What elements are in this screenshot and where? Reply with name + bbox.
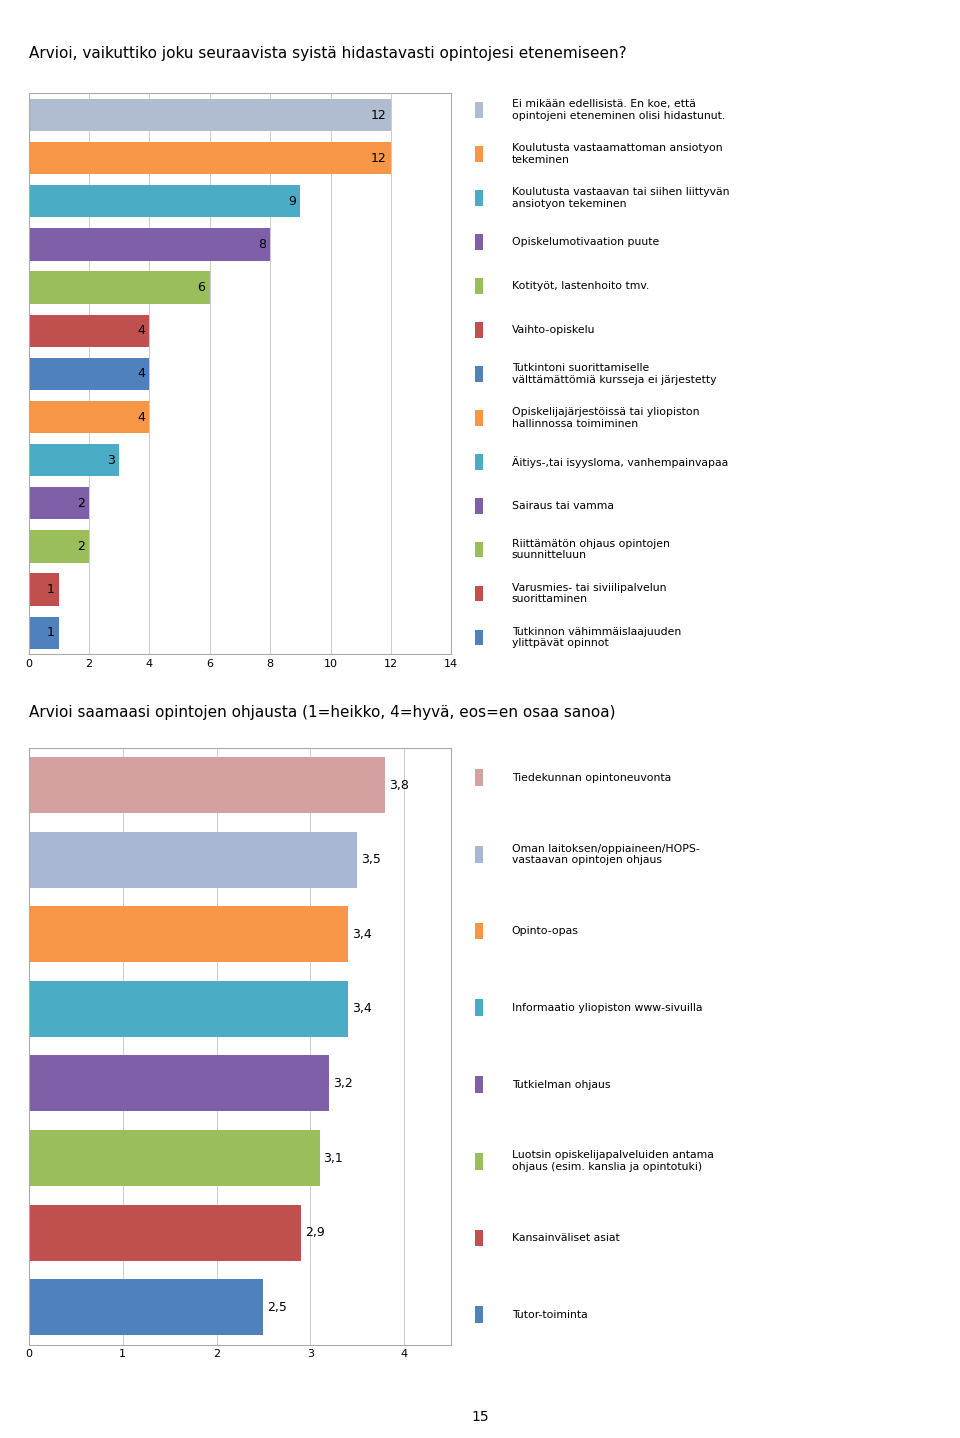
Bar	[29, 906, 348, 962]
Text: Tutkielman ohjaus: Tutkielman ohjaus	[512, 1080, 611, 1090]
FancyBboxPatch shape	[475, 190, 483, 206]
FancyBboxPatch shape	[475, 234, 483, 250]
Text: 9: 9	[288, 194, 296, 209]
FancyBboxPatch shape	[475, 999, 483, 1017]
Bar	[29, 186, 300, 217]
Bar	[29, 617, 59, 649]
FancyBboxPatch shape	[475, 630, 483, 646]
Bar	[29, 272, 210, 303]
Text: 3,5: 3,5	[361, 853, 381, 866]
Text: 1: 1	[47, 626, 55, 640]
Text: 12: 12	[371, 108, 386, 122]
Bar	[29, 487, 89, 519]
Bar	[29, 315, 150, 347]
Text: 3: 3	[107, 453, 115, 467]
Text: Opinto-opas: Opinto-opas	[512, 926, 579, 936]
Text: 1: 1	[47, 582, 55, 597]
Text: 3,2: 3,2	[333, 1077, 352, 1090]
Text: 3,4: 3,4	[351, 928, 372, 940]
Bar	[29, 574, 59, 605]
Text: 3,1: 3,1	[324, 1152, 344, 1165]
Text: Sairaus tai vamma: Sairaus tai vamma	[512, 500, 613, 510]
Text: Koulutusta vastaavan tai siihen liittyvän
ansiotyon tekeminen: Koulutusta vastaavan tai siihen liittyvä…	[512, 187, 730, 209]
Bar	[29, 358, 150, 390]
Text: Arvioi saamaasi opintojen ohjausta (1=heikko, 4=hyvä, eos=en osaa sanoa): Arvioi saamaasi opintojen ohjausta (1=he…	[29, 705, 615, 719]
Text: 2,9: 2,9	[304, 1227, 324, 1240]
Text: Kotityöt, lastenhoito tmv.: Kotityöt, lastenhoito tmv.	[512, 280, 649, 290]
Text: 12: 12	[371, 151, 386, 165]
Text: 8: 8	[257, 237, 266, 252]
FancyBboxPatch shape	[475, 147, 483, 162]
Bar	[29, 142, 391, 174]
Text: 3,4: 3,4	[351, 1002, 372, 1015]
Text: 2: 2	[77, 539, 84, 554]
FancyBboxPatch shape	[475, 1153, 483, 1169]
FancyBboxPatch shape	[475, 102, 483, 118]
Bar	[29, 756, 386, 812]
Text: Ei mikään edellisistä. En koe, että
opintojeni eteneminen olisi hidastunut.: Ei mikään edellisistä. En koe, että opin…	[512, 99, 725, 121]
FancyBboxPatch shape	[475, 542, 483, 558]
Bar	[29, 1205, 301, 1261]
FancyBboxPatch shape	[475, 1229, 483, 1247]
FancyBboxPatch shape	[475, 322, 483, 338]
FancyBboxPatch shape	[475, 454, 483, 470]
Text: 4: 4	[137, 410, 145, 424]
Bar	[29, 99, 391, 131]
FancyBboxPatch shape	[475, 278, 483, 293]
Text: 4: 4	[137, 324, 145, 338]
Bar	[29, 1280, 263, 1336]
Text: Tiedekunnan opintoneuvonta: Tiedekunnan opintoneuvonta	[512, 772, 671, 782]
Text: Informaatio yliopiston www-sivuilla: Informaatio yliopiston www-sivuilla	[512, 1002, 703, 1012]
Text: Arvioi, vaikuttiko joku seuraavista syistä hidastavasti opintojesi etenemiseen?: Arvioi, vaikuttiko joku seuraavista syis…	[29, 46, 627, 60]
Text: Tutkinnon vähimmäislaajuuden
ylittpävät opinnot: Tutkinnon vähimmäislaajuuden ylittpävät …	[512, 627, 682, 649]
Text: Kansainväliset asiat: Kansainväliset asiat	[512, 1232, 619, 1242]
Bar	[29, 401, 150, 433]
FancyBboxPatch shape	[475, 585, 483, 601]
FancyBboxPatch shape	[475, 410, 483, 426]
Bar	[29, 229, 270, 260]
FancyBboxPatch shape	[475, 923, 483, 939]
Text: Tutkintoni suorittamiselle
välttämättömiä kursseja ei järjestetty: Tutkintoni suorittamiselle välttämättömi…	[512, 362, 716, 385]
Text: Riittämätön ohjaus opintojen
suunnitteluun: Riittämätön ohjaus opintojen suunnittelu…	[512, 539, 670, 561]
Text: 15: 15	[471, 1409, 489, 1424]
Text: Koulutusta vastaamattoman ansiotyon
tekeminen: Koulutusta vastaamattoman ansiotyon teke…	[512, 144, 723, 165]
Bar	[29, 981, 348, 1037]
Text: 2,5: 2,5	[267, 1301, 287, 1314]
Text: Tutor-toiminta: Tutor-toiminta	[512, 1310, 588, 1320]
Text: Varusmies- tai siviilipalvelun
suorittaminen: Varusmies- tai siviilipalvelun suorittam…	[512, 582, 666, 604]
Bar	[29, 444, 119, 476]
Text: Opiskelijajärjestöissä tai yliopiston
hallinnossa toimiminen: Opiskelijajärjestöissä tai yliopiston ha…	[512, 407, 700, 429]
Bar	[29, 1130, 320, 1186]
FancyBboxPatch shape	[475, 367, 483, 381]
FancyBboxPatch shape	[475, 1306, 483, 1323]
Bar	[29, 1055, 329, 1112]
Text: Oman laitoksen/oppiaineen/HOPS-
vastaavan opintojen ohjaus: Oman laitoksen/oppiaineen/HOPS- vastaava…	[512, 844, 700, 866]
Text: 4: 4	[137, 367, 145, 381]
Text: Luotsin opiskelijapalveluiden antama
ohjaus (esim. kanslia ja opintotuki): Luotsin opiskelijapalveluiden antama ohj…	[512, 1150, 713, 1172]
FancyBboxPatch shape	[475, 1076, 483, 1093]
FancyBboxPatch shape	[475, 498, 483, 513]
Bar	[29, 531, 89, 562]
Bar	[29, 831, 357, 887]
Text: Vaihto-opiskelu: Vaihto-opiskelu	[512, 325, 595, 335]
Text: Opiskelumotivaation puute: Opiskelumotivaation puute	[512, 237, 660, 247]
Text: 2: 2	[77, 496, 84, 510]
Text: 6: 6	[198, 280, 205, 295]
FancyBboxPatch shape	[475, 769, 483, 787]
Text: 3,8: 3,8	[389, 778, 409, 791]
Text: Äitiys-,tai isyysloma, vanhempainvapaa: Äitiys-,tai isyysloma, vanhempainvapaa	[512, 456, 728, 467]
FancyBboxPatch shape	[475, 846, 483, 863]
